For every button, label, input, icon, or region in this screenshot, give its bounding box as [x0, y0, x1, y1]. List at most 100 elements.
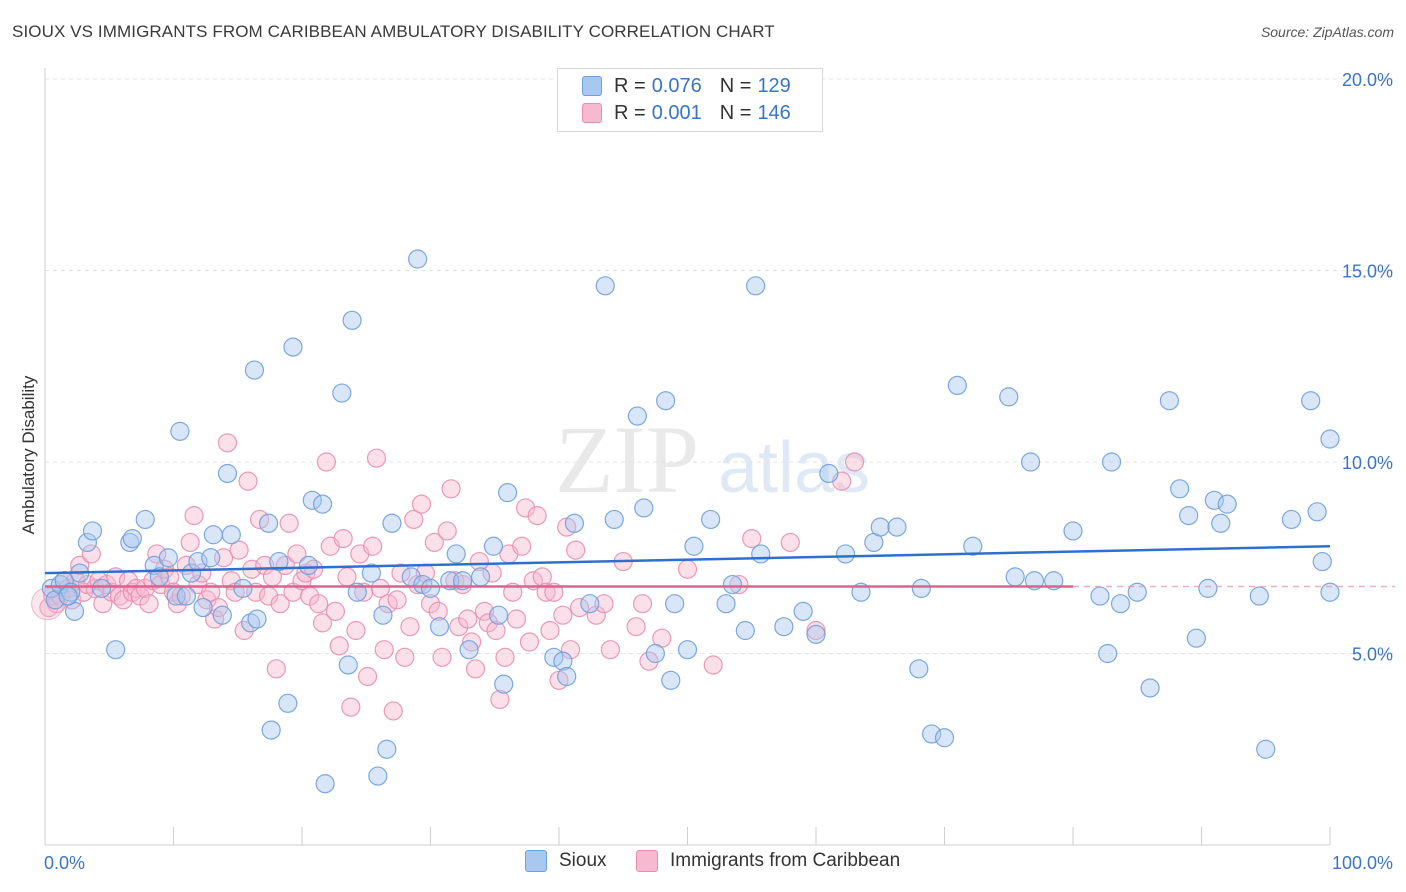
caribbean-point: [469, 551, 489, 572]
sioux-point: [91, 578, 112, 598]
sioux-point: [684, 536, 704, 556]
sioux-point: [677, 640, 698, 660]
legend-row-sioux: R = 0.076 N = 129: [582, 73, 791, 99]
sioux-point: [716, 594, 736, 614]
sioux-point: [247, 609, 267, 629]
sioux-point: [494, 674, 514, 694]
sioux-point: [1170, 479, 1190, 499]
sioux-point: [1127, 582, 1147, 602]
caribbean-point: [337, 567, 357, 587]
caribbean-point: [703, 655, 723, 675]
caribbean-point: [363, 536, 383, 556]
correlation-legend: R = 0.076 N = 129 R = 0.001 N = 146: [557, 68, 823, 132]
caribbean-point: [495, 647, 515, 667]
sioux-point: [1140, 678, 1160, 698]
sioux-point: [489, 605, 509, 625]
caribbean-point: [400, 617, 420, 637]
watermark-zip: ZIP: [555, 406, 699, 513]
caribbean-point: [432, 647, 452, 667]
sioux-trend-line: [44, 545, 1331, 575]
sioux-point: [701, 509, 721, 530]
sioux-point: [735, 620, 755, 641]
sioux-point: [203, 525, 223, 545]
sioux-point: [342, 310, 362, 330]
sioux-point: [420, 578, 441, 598]
sioux-point: [58, 586, 78, 606]
caribbean-point: [270, 594, 290, 614]
legend-item-sioux[interactable]: Sioux: [525, 850, 607, 872]
sioux-points: [41, 249, 1340, 794]
caribbean-point: [238, 471, 258, 491]
caribbean-point: [512, 536, 532, 556]
caribbean-point: [626, 617, 646, 637]
sioux-point: [233, 578, 253, 598]
sioux-point: [82, 521, 103, 541]
trend-lines: [44, 545, 1395, 588]
caribbean-point: [325, 601, 346, 621]
sioux-point: [793, 601, 813, 621]
sioux-point: [661, 670, 681, 690]
sioux-point: [382, 513, 402, 533]
caribbean-point: [217, 433, 238, 453]
caribbean-point: [81, 544, 101, 564]
caribbean-point: [383, 701, 403, 721]
caribbean-point: [357, 666, 378, 687]
caribbean-point: [569, 597, 590, 618]
caribbean-point: [632, 594, 653, 614]
sioux-point: [656, 391, 676, 411]
caribbean-point: [287, 544, 307, 564]
caribbean-point: [490, 689, 510, 710]
sioux-point: [557, 666, 577, 687]
caribbean-point: [677, 559, 698, 579]
caribbean-point: [566, 540, 586, 560]
sioux-point: [999, 387, 1019, 407]
legend-item-caribbean[interactable]: Immigrants from Caribbean: [636, 850, 900, 872]
sioux-point: [553, 651, 573, 671]
sioux-point: [283, 337, 303, 357]
sioux-point: [106, 640, 126, 660]
caribbean-point: [70, 555, 90, 576]
sioux-point: [176, 586, 196, 606]
sioux-point: [201, 548, 221, 568]
caribbean-point: [519, 632, 540, 652]
y-axis-label: Ambulatory Disability: [19, 375, 38, 534]
sioux-point: [377, 739, 397, 759]
n-value: 146: [757, 101, 791, 124]
sioux-point: [1256, 739, 1276, 759]
sioux-point: [1312, 551, 1332, 572]
r-label: R =: [614, 101, 646, 124]
sioux-swatch: [582, 76, 602, 96]
caribbean-point: [441, 479, 461, 499]
sioux-point: [1320, 582, 1340, 602]
sioux-point: [332, 383, 352, 403]
sioux-point: [1110, 594, 1131, 614]
sioux-point: [746, 276, 766, 296]
caribbean-point: [424, 532, 444, 553]
sioux-point: [212, 605, 232, 625]
caribbean-point: [234, 620, 254, 641]
sioux-point: [595, 276, 615, 296]
caribbean-point: [844, 452, 865, 472]
sioux-point: [170, 421, 190, 441]
sioux-point: [1159, 391, 1179, 411]
sioux-point: [627, 406, 647, 426]
sioux-point: [1020, 452, 1041, 472]
source-label: Source: ZipAtlas.com: [1260, 24, 1394, 40]
caribbean-point: [255, 555, 275, 576]
caribbean-point: [474, 601, 495, 621]
sioux-point: [1186, 628, 1206, 648]
sioux-legend-swatch: [525, 850, 547, 872]
sioux-point: [258, 513, 279, 533]
sioux-point: [1320, 429, 1340, 449]
sioux-point: [312, 494, 333, 514]
caribbean-point: [780, 532, 800, 553]
watermark-atlas: atlas: [718, 428, 870, 508]
caribbean-point: [560, 640, 581, 660]
tick-labels: 5.0% 10.0% 15.0% 20.0% 0.0% 100.0%: [44, 70, 1393, 873]
legend-row-caribbean: R = 0.001 N = 146: [582, 100, 791, 126]
caribbean-point: [515, 498, 536, 518]
sioux-point: [158, 548, 178, 568]
caribbean-swatch: [582, 103, 602, 123]
x-tick-label-max: 100.0%: [1332, 853, 1393, 873]
sioux-point: [483, 536, 504, 556]
